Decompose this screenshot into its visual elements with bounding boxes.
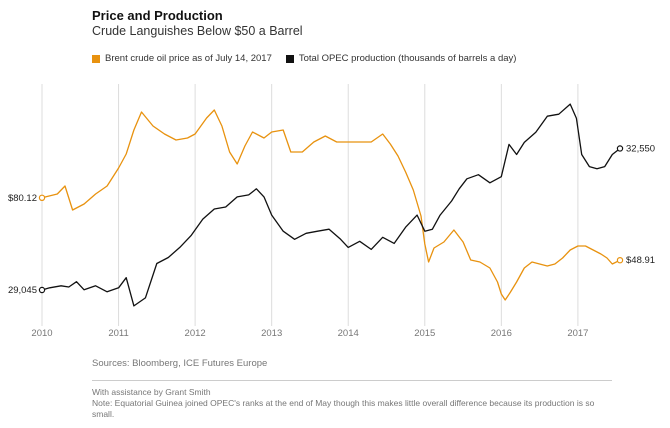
- x-tick-label-2014: 2014: [338, 328, 359, 339]
- start-label-opec: 29,045: [8, 285, 37, 296]
- chart-title: Price and Production: [92, 8, 223, 23]
- end-label-brent: $48.91: [626, 255, 655, 266]
- legend-swatch-brent: [92, 54, 100, 63]
- x-tick-label-2016: 2016: [491, 328, 512, 339]
- assistance-text: With assistance by Grant Smith: [92, 387, 211, 397]
- footer-notes: With assistance by Grant Smith Note: Equ…: [92, 387, 612, 420]
- series-line-opec: [41, 103, 621, 307]
- legend-swatch-opec: [285, 54, 294, 63]
- footer-divider: [92, 380, 612, 381]
- x-tick-label-2012: 2012: [185, 328, 206, 339]
- series-line-brent: [41, 109, 621, 301]
- end-marker-opec: [616, 145, 624, 152]
- legend-label-brent: Brent crude oil price as of July 14, 201…: [105, 53, 272, 64]
- sources-text: Sources: Bloomberg, ICE Futures Europe: [92, 358, 268, 369]
- x-tick-label-2017: 2017: [567, 328, 588, 339]
- start-label-brent: $80.12: [8, 193, 37, 204]
- chart-subtitle: Crude Languishes Below $50 a Barrel: [92, 24, 303, 38]
- start-marker-brent: [38, 194, 46, 201]
- x-tick-label-2013: 2013: [261, 328, 282, 339]
- note-text: Note: Equatorial Guinea joined OPEC's ra…: [92, 398, 595, 419]
- x-tick-label-2011: 2011: [108, 328, 128, 339]
- x-tick-label-2015: 2015: [414, 328, 435, 339]
- legend: Brent crude oil price as of July 14, 201…: [92, 53, 530, 64]
- end-label-opec: 32,550: [626, 143, 655, 154]
- x-tick-label-2010: 2010: [31, 328, 52, 339]
- end-marker-brent: [616, 257, 624, 264]
- legend-label-opec: Total OPEC production (thousands of barr…: [298, 53, 517, 64]
- start-marker-opec: [38, 286, 46, 294]
- legend-item-brent: Brent crude oil price as of July 14, 201…: [92, 53, 272, 64]
- legend-item-opec: Total OPEC production (thousands of barr…: [285, 53, 517, 64]
